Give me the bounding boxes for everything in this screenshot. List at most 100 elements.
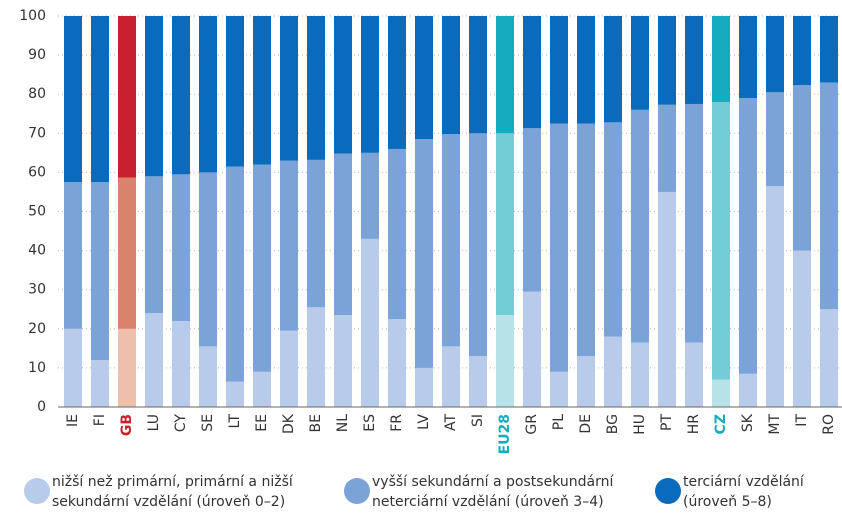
x-tick-label: DK bbox=[281, 413, 297, 434]
bar-segment bbox=[820, 16, 838, 83]
y-tick-label: 50 bbox=[28, 204, 46, 220]
bar-segment bbox=[172, 174, 190, 321]
bar-segment bbox=[280, 160, 298, 331]
bar-segment bbox=[739, 373, 757, 407]
bar-segment bbox=[253, 371, 271, 407]
bar-segment bbox=[91, 182, 109, 361]
bar-segment bbox=[469, 133, 487, 357]
bar-segment bbox=[712, 16, 730, 103]
x-tick-label: NL bbox=[335, 414, 351, 432]
bar-segment bbox=[64, 182, 82, 329]
bar-segment bbox=[442, 16, 460, 135]
bar-segment bbox=[91, 16, 109, 183]
chart: 0 10 20 30 40 50 60 70 80 90 100 IE FI GB LU CY SE LT EE DK… bbox=[19, 8, 842, 454]
bar-segment bbox=[685, 103, 703, 343]
bar-segment bbox=[442, 134, 460, 347]
bar-segment bbox=[685, 342, 703, 407]
x-tick-label: BE bbox=[308, 414, 324, 432]
bar-segment bbox=[577, 356, 595, 407]
x-tick-label: LU bbox=[146, 414, 162, 431]
bar-segment bbox=[820, 309, 838, 407]
bar-segment bbox=[766, 92, 784, 187]
bar-segment bbox=[658, 16, 676, 105]
y-tick-label: 20 bbox=[28, 321, 46, 337]
bar-segment bbox=[307, 159, 325, 308]
y-tick-label: 100 bbox=[19, 8, 46, 24]
x-tick-label: SI bbox=[470, 414, 486, 427]
legend-label: nižší než primární, primární a nižší sek… bbox=[52, 474, 293, 510]
bar-segment bbox=[415, 16, 433, 140]
bar-segment bbox=[604, 122, 622, 337]
bar-segment bbox=[118, 328, 136, 407]
x-tick-label: MT bbox=[767, 414, 783, 435]
bar-segment bbox=[712, 102, 730, 380]
x-tick-label: CY bbox=[173, 414, 189, 433]
bar-segment bbox=[172, 16, 190, 175]
x-tick-label: FI bbox=[92, 414, 108, 426]
bar-segment bbox=[91, 360, 109, 407]
bar-segment bbox=[145, 176, 163, 314]
bar-segment bbox=[199, 172, 217, 347]
bar-segment bbox=[334, 315, 352, 407]
bar-segment bbox=[361, 16, 379, 153]
bar-segment bbox=[766, 16, 784, 93]
x-tick-label: FR bbox=[389, 414, 405, 432]
x-tick-label: EU28 bbox=[497, 414, 513, 454]
bar-segment bbox=[307, 16, 325, 160]
y-tick-label: 10 bbox=[28, 360, 46, 376]
bar-segment bbox=[793, 85, 811, 251]
bar-segment bbox=[631, 109, 649, 343]
bar-segment bbox=[550, 16, 568, 124]
bar-segment bbox=[388, 16, 406, 149]
x-tick-label: GB bbox=[119, 414, 135, 436]
bar-segment bbox=[577, 16, 595, 124]
x-tick-label: RO bbox=[821, 414, 837, 435]
bar-segment bbox=[415, 139, 433, 368]
bar-segment bbox=[199, 346, 217, 407]
x-tick-label: BG bbox=[605, 414, 621, 434]
bar-segment bbox=[469, 16, 487, 134]
bar-segment bbox=[712, 379, 730, 407]
x-tick-label: HU bbox=[632, 414, 648, 435]
legend-label: terciární vzdělání (úroveň 5–8) bbox=[683, 474, 804, 510]
bar-segment bbox=[415, 367, 433, 407]
bar-segment bbox=[739, 16, 757, 99]
x-tick-label: DE bbox=[578, 414, 594, 434]
bar-segment bbox=[793, 16, 811, 86]
y-tick-label: 30 bbox=[28, 282, 46, 298]
bar-segment bbox=[793, 250, 811, 407]
bar-segment bbox=[334, 153, 352, 316]
bar-segment bbox=[820, 82, 838, 310]
bar-segment bbox=[550, 371, 568, 407]
x-tick-label: EE bbox=[254, 414, 270, 432]
x-tick-label: LT bbox=[227, 414, 243, 429]
bar-segment bbox=[604, 336, 622, 407]
legend-label: vyšší sekundární a postsekundární neterc… bbox=[372, 474, 614, 510]
bar-segment bbox=[64, 328, 82, 407]
x-tick-label: GR bbox=[524, 414, 540, 435]
bar-segment bbox=[658, 104, 676, 192]
bar-segment bbox=[523, 16, 541, 129]
y-tick-label: 80 bbox=[28, 86, 46, 102]
bar-segment bbox=[64, 16, 82, 183]
bar-segment bbox=[523, 128, 541, 292]
legend-swatch bbox=[655, 478, 681, 504]
bar-segment bbox=[766, 186, 784, 407]
bar-segment bbox=[307, 307, 325, 407]
bar-segment bbox=[253, 16, 271, 165]
bar-segment bbox=[253, 164, 271, 372]
bar-segment bbox=[577, 123, 595, 357]
bar-segment bbox=[145, 16, 163, 177]
x-tick-label: IE bbox=[65, 414, 81, 427]
bar-segment bbox=[334, 16, 352, 154]
bar-segment bbox=[145, 313, 163, 407]
x-tick-label: SE bbox=[200, 414, 216, 432]
bar-segment bbox=[226, 166, 244, 382]
bar-segment bbox=[388, 319, 406, 407]
y-tick-label: 40 bbox=[28, 243, 46, 259]
legend-swatch bbox=[344, 478, 370, 504]
bar-segment bbox=[631, 16, 649, 110]
bar-segment bbox=[658, 191, 676, 407]
bar-segment bbox=[685, 16, 703, 104]
